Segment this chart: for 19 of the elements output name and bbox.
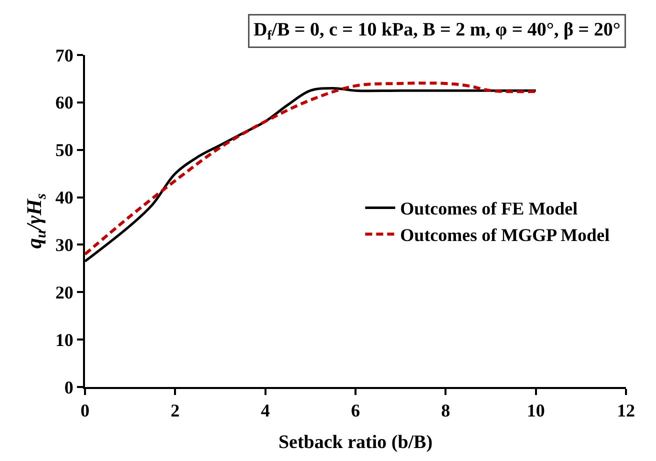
chart-title: D$_{f}$/B = 0, c = 10 kPa, B = 2 m, φ = 40°, β = 20° <box>254 20 620 42</box>
y-tick-label: 20 <box>55 282 74 302</box>
x-tick-label: 4 <box>260 400 270 421</box>
y-tick-label: 30 <box>55 235 74 256</box>
x-tick-label: 6 <box>351 400 360 421</box>
y-tick-label: 40 <box>55 188 74 208</box>
x-tick-label: 8 <box>441 400 450 421</box>
x-tick-label: 2 <box>170 400 180 421</box>
y-tick-label: 70 <box>55 45 74 66</box>
x-tick-label: 10 <box>526 400 545 421</box>
y-tick-label: 10 <box>55 330 74 350</box>
x-axis-title: Setback ratio (b/B) <box>278 432 433 453</box>
y-tick-label: 0 <box>64 377 74 398</box>
legend-label: Outcomes of FE Model <box>400 198 578 219</box>
y-tick-label: 50 <box>55 140 74 160</box>
y-tick-label: 60 <box>55 92 74 113</box>
x-tick-label: 12 <box>617 400 635 421</box>
x-tick-label: 0 <box>80 400 90 421</box>
legend-label: Outcomes of MGGP Model <box>400 225 610 246</box>
